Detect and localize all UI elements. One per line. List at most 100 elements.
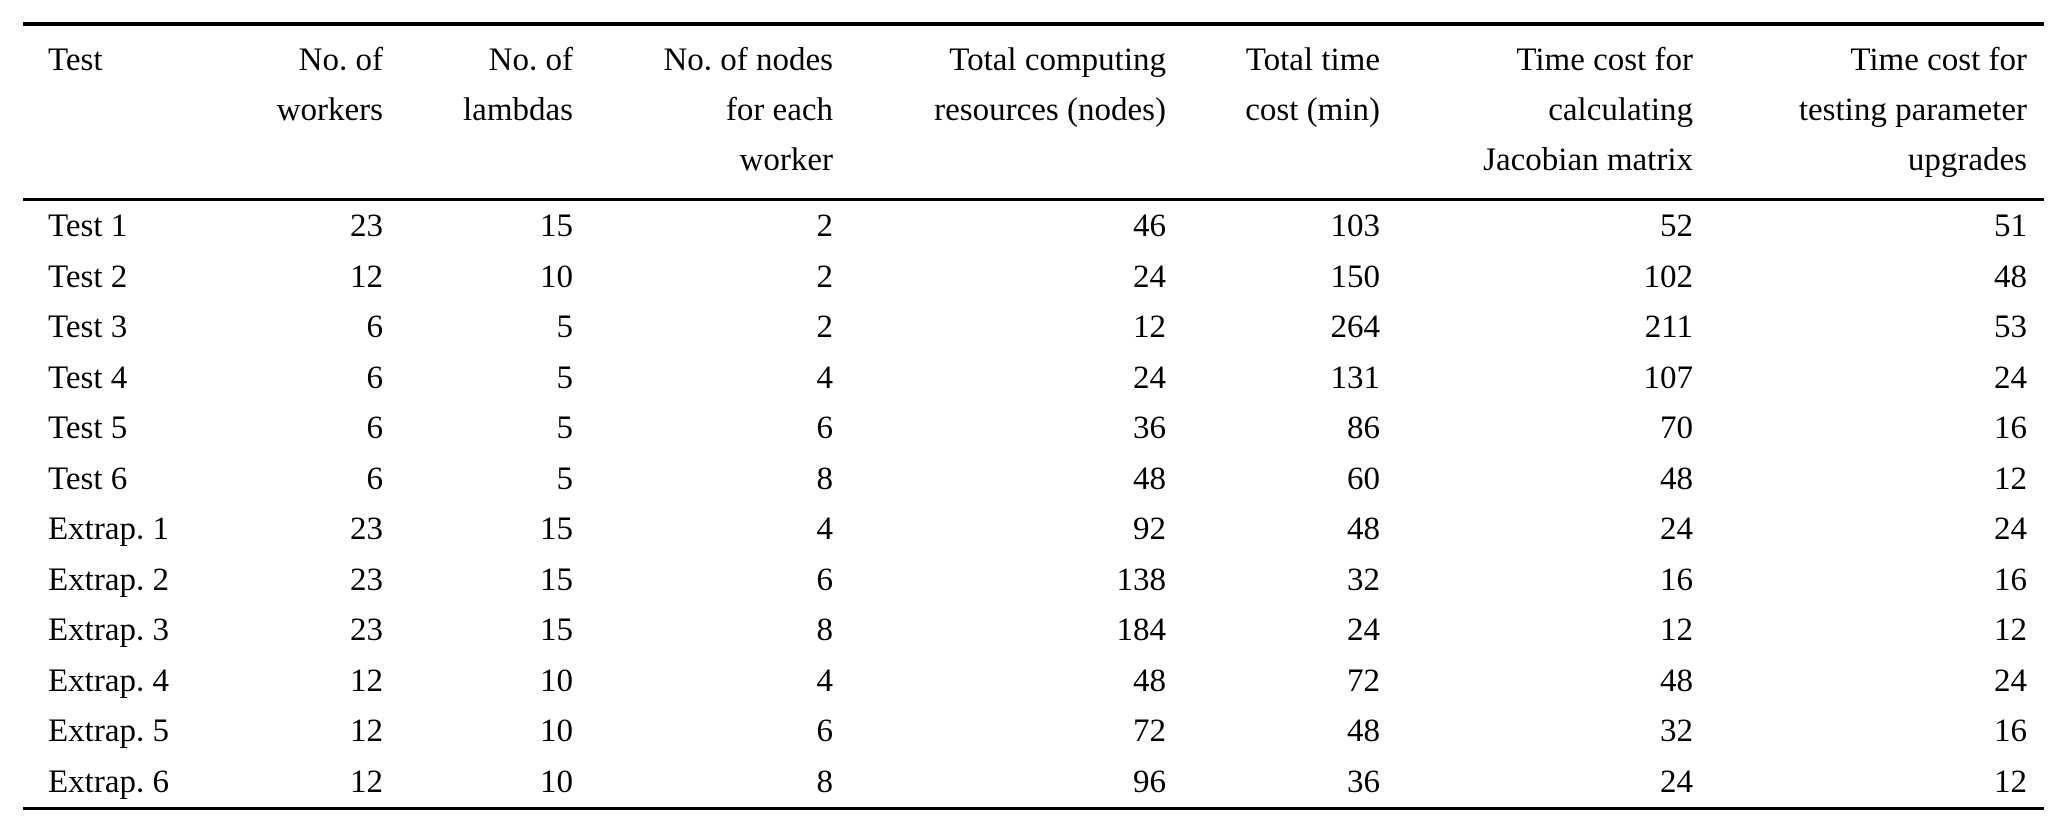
value-cell: 46 [1133, 208, 1166, 244]
value-cell: 102 [1643, 258, 1694, 295]
row-label-cell: Test 2 [48, 258, 128, 295]
value-cell: 48 [1660, 460, 1693, 497]
value-cell: 10 [540, 662, 573, 699]
value-cell: 2 [816, 258, 834, 295]
row-label-cell: Extrap. 3 [48, 612, 169, 648]
value-cell: 6 [366, 460, 384, 497]
value-cell: 12 [1660, 612, 1693, 648]
value-cell: 5 [556, 460, 574, 497]
table-row: Extrap. 5 12 10 6 72 48 32 16 [23, 706, 2044, 757]
table-body: Test 1 23 15 2 46 103 52 51 Test 2 12 10 2 24 150 102 4… [23, 200, 2044, 809]
table-row: Extrap. 2 23 15 6 138 32 16 16 [23, 555, 2044, 606]
value-cell: 36 [1347, 763, 1380, 800]
column-header-jacobian-time: Time cost for calculating Jacobian matri… [1483, 42, 1693, 178]
row-label-cell: Test 4 [48, 359, 128, 396]
value-cell: 48 [1133, 460, 1166, 497]
table-row: Test 6 6 5 8 48 60 48 12 [23, 454, 2044, 505]
value-cell: 8 [816, 612, 834, 648]
value-cell: 23 [350, 511, 383, 547]
column-header-nodes-per-worker: No. of nodes for each worker [663, 42, 833, 178]
value-cell: 16 [1660, 561, 1693, 598]
value-cell: 15 [540, 561, 573, 598]
value-cell: 15 [540, 511, 573, 547]
value-cell: 48 [1660, 662, 1693, 699]
value-cell: 107 [1643, 359, 1694, 396]
value-cell: 4 [816, 359, 834, 396]
value-cell: 32 [1660, 713, 1693, 749]
row-label-cell: Test 5 [48, 410, 128, 446]
value-cell: 5 [556, 359, 574, 396]
value-cell: 48 [1347, 511, 1380, 547]
value-cell: 48 [1133, 662, 1166, 699]
value-cell: 10 [540, 713, 573, 749]
value-cell: 12 [1994, 612, 2027, 648]
value-cell: 211 [1644, 309, 1693, 345]
value-cell: 6 [366, 359, 384, 396]
column-header-upgrade-time: Time cost for testing parameter upgrades [1798, 42, 2027, 178]
table-row: Extrap. 6 12 10 8 96 36 24 12 [23, 757, 2044, 809]
value-cell: 4 [816, 662, 834, 699]
table-row: Extrap. 3 23 15 8 184 24 12 12 [23, 605, 2044, 656]
row-label-cell: Extrap. 4 [48, 662, 169, 699]
value-cell: 32 [1347, 561, 1380, 598]
value-cell: 70 [1660, 410, 1693, 446]
table-row: Test 1 23 15 2 46 103 52 51 [23, 200, 2044, 252]
table-row: Extrap. 1 23 15 4 92 48 24 24 [23, 504, 2044, 555]
value-cell: 6 [366, 410, 384, 446]
value-cell: 15 [540, 208, 573, 244]
row-label-cell: Extrap. 2 [48, 561, 169, 598]
table-row: Test 4 6 5 4 24 131 107 24 [23, 353, 2044, 404]
value-cell: 6 [366, 309, 384, 345]
value-cell: 24 [1133, 258, 1166, 295]
table-row: Test 2 12 10 2 24 150 102 48 [23, 252, 2044, 303]
value-cell: 48 [1994, 258, 2027, 295]
value-cell: 48 [1347, 713, 1380, 749]
value-cell: 12 [350, 258, 383, 295]
value-cell: 2 [816, 208, 834, 244]
column-header-total-time: Total time cost (min) [1245, 42, 1380, 128]
value-cell: 6 [816, 410, 834, 446]
value-cell: 103 [1330, 208, 1381, 244]
column-header-workers: No. of workers [276, 42, 383, 128]
value-cell: 12 [1133, 309, 1166, 345]
value-cell: 8 [816, 763, 834, 800]
value-cell: 24 [1660, 511, 1693, 547]
value-cell: 24 [1994, 511, 2027, 547]
value-cell: 6 [816, 561, 834, 598]
row-label-cell: Test 3 [48, 309, 128, 345]
column-header-total-resources: Total computing resources (nodes) [934, 42, 1166, 128]
value-cell: 86 [1347, 410, 1380, 446]
table-row: Test 5 6 5 6 36 86 70 16 [23, 403, 2044, 454]
table-header: Test No. of workers No. of lambdas No. o… [23, 24, 2044, 200]
column-header-test: Test [48, 42, 103, 78]
value-cell: 12 [1994, 763, 2027, 800]
row-label-cell: Extrap. 5 [48, 713, 169, 749]
value-cell: 16 [1994, 713, 2027, 749]
value-cell: 24 [1347, 612, 1380, 648]
value-cell: 24 [1994, 662, 2027, 699]
value-cell: 5 [556, 410, 574, 446]
value-cell: 4 [816, 511, 834, 547]
value-cell: 2 [816, 309, 834, 345]
value-cell: 24 [1660, 763, 1693, 800]
value-cell: 138 [1116, 561, 1167, 598]
value-cell: 52 [1660, 208, 1693, 244]
value-cell: 72 [1347, 662, 1380, 699]
value-cell: 96 [1133, 763, 1166, 800]
value-cell: 12 [1994, 460, 2027, 497]
value-cell: 6 [816, 713, 834, 749]
value-cell: 24 [1994, 359, 2027, 396]
value-cell: 15 [540, 612, 573, 648]
value-cell: 150 [1330, 258, 1381, 295]
value-cell: 184 [1116, 612, 1167, 648]
value-cell: 12 [350, 763, 383, 800]
header-row: Test No. of workers No. of lambdas No. o… [23, 24, 2044, 200]
row-label-cell: Extrap. 1 [48, 511, 169, 547]
value-cell: 5 [556, 309, 574, 345]
value-cell: 131 [1330, 359, 1381, 396]
column-header-lambdas: No. of lambdas [463, 42, 573, 128]
performance-table: Test No. of workers No. of lambdas No. o… [23, 22, 2044, 810]
value-cell: 23 [350, 208, 383, 244]
value-cell: 36 [1133, 410, 1166, 446]
value-cell: 12 [350, 713, 383, 749]
